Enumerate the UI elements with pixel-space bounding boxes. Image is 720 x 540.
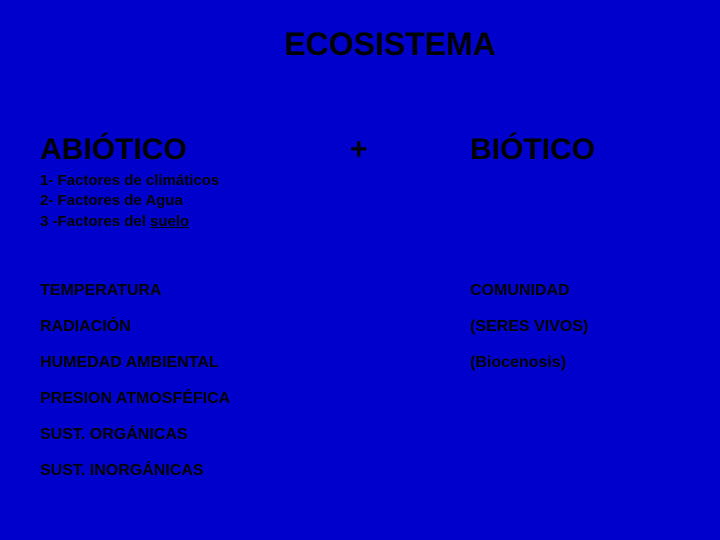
heading-abiotico: ABIÓTICO [40, 133, 350, 167]
abiotic-sublist: 1- Factores de climáticos 2- Factores de… [40, 171, 680, 232]
sublist-item-2: 2- Factores de Agua [40, 191, 680, 211]
heading-biotico: BIÓTICO [470, 133, 595, 167]
heading-row: ABIÓTICO + BIÓTICO [40, 133, 680, 167]
page-title: ECOSISTEMA [40, 26, 680, 63]
right-column: COMUNIDAD (SERES VIVOS) (Biocenosis) [460, 282, 588, 498]
sublist-item-1: 1- Factores de climáticos [40, 171, 680, 191]
left-column: TEMPERATURA RADIACIÓN HUMEDAD AMBIENTAL … [40, 282, 460, 498]
left-item-sust-inorganicas: SUST. INORGÁNICAS [40, 462, 460, 480]
sublist-item-3-underlined: suelo [150, 213, 189, 230]
sublist-item-3: 3 -Factores del suelo [40, 212, 680, 232]
slide: ECOSISTEMA ABIÓTICO + BIÓTICO 1- Factore… [0, 0, 720, 540]
left-item-humedad: HUMEDAD AMBIENTAL [40, 354, 460, 372]
left-item-radiacion: RADIACIÓN [40, 318, 460, 336]
right-item-seres-vivos: (SERES VIVOS) [470, 318, 588, 336]
left-item-temperatura: TEMPERATURA [40, 282, 460, 300]
sublist-item-3-prefix: 3 -Factores del [40, 213, 150, 230]
left-item-sust-organicas: SUST. ORGÁNICAS [40, 426, 460, 444]
right-item-comunidad: COMUNIDAD [470, 282, 588, 300]
right-item-biocenosis: (Biocenosis) [470, 354, 588, 372]
content-columns: TEMPERATURA RADIACIÓN HUMEDAD AMBIENTAL … [40, 282, 680, 498]
left-item-presion: PRESION ATMOSFÉFICA [40, 390, 460, 408]
plus-sign: + [350, 133, 470, 167]
